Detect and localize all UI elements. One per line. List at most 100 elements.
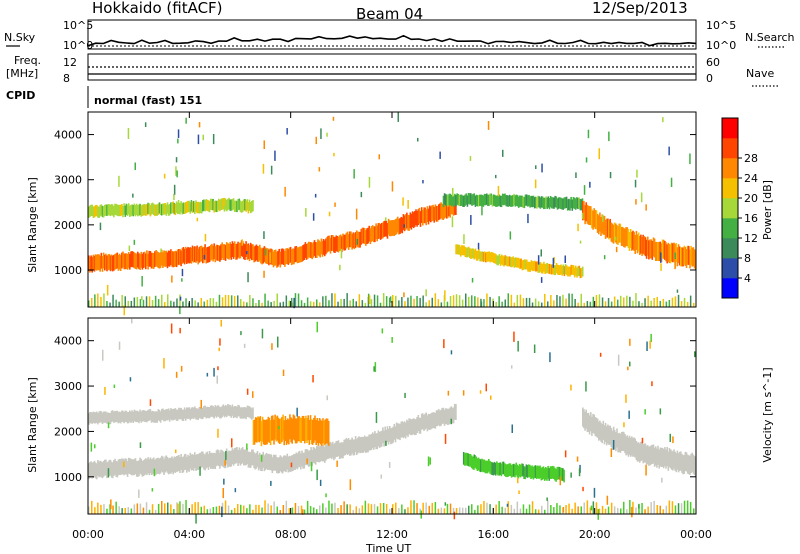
- echo-streak: [632, 437, 634, 457]
- echo-streak: [289, 414, 291, 440]
- echo-streak: [497, 195, 499, 207]
- scatter-speck: [141, 296, 143, 301]
- echo-streak: [312, 446, 315, 463]
- echo-streak: [246, 199, 249, 211]
- echo-streak: [107, 254, 109, 271]
- echo-streak: [365, 436, 367, 453]
- echo-streak: [206, 451, 209, 468]
- echo-streak: [100, 461, 103, 478]
- scatter-speck: [380, 474, 382, 479]
- echo-streak: [334, 442, 336, 459]
- scatter-speck: [224, 460, 226, 466]
- echo-streak: [633, 437, 635, 457]
- echo-streak: [488, 459, 490, 472]
- scatter-speck: [107, 468, 110, 478]
- echo-streak: [216, 200, 219, 212]
- scatter-speck: [131, 318, 133, 324]
- scatter-speck: [552, 257, 555, 268]
- echo-streak: [141, 204, 144, 216]
- near-range-clutter: [151, 300, 154, 307]
- echo-streak: [239, 407, 242, 419]
- near-range-clutter: [413, 298, 415, 307]
- scatter-speck: [160, 248, 162, 253]
- echo-streak: [442, 204, 445, 220]
- echo-streak: [420, 413, 423, 430]
- near-range-clutter: [544, 293, 546, 307]
- echo-streak: [147, 202, 149, 214]
- echo-streak: [673, 242, 675, 262]
- echo-streak: [308, 241, 310, 258]
- echo-streak: [114, 410, 116, 423]
- echo-streak: [141, 410, 144, 422]
- near-range-clutter: [586, 301, 589, 307]
- echo-streak: [316, 445, 318, 462]
- echo-streak: [415, 209, 417, 226]
- echo-streak: [149, 408, 152, 421]
- echo-streak: [382, 222, 384, 239]
- echo-streak: [483, 459, 486, 473]
- echo-streak: [287, 456, 290, 473]
- echo-streak: [567, 266, 569, 277]
- echo-streak: [271, 249, 274, 266]
- scatter-speck: [176, 170, 178, 178]
- echo-streak: [530, 466, 532, 479]
- echo-streak: [207, 200, 210, 212]
- near-range-clutter: [191, 298, 193, 307]
- echo-streak: [190, 454, 193, 471]
- scatter-speck: [332, 116, 335, 121]
- echo-streak: [540, 467, 543, 481]
- echo-streak: [203, 406, 205, 418]
- nsky-line: [87, 34, 697, 47]
- echo-streak: [324, 447, 326, 463]
- echo-streak: [251, 449, 253, 466]
- near-range-clutter: [264, 500, 266, 514]
- echo-streak: [183, 407, 186, 419]
- echo-streak: [680, 247, 682, 267]
- echo-streak: [558, 467, 561, 480]
- echo-streak: [198, 202, 201, 214]
- scatter-speck: [577, 268, 580, 276]
- echo-streak: [107, 204, 109, 216]
- near-range-clutter: [659, 300, 661, 307]
- echo-streak: [449, 201, 451, 218]
- echo-streak: [133, 252, 136, 269]
- echo-streak: [244, 199, 246, 211]
- echo-streak: [481, 194, 483, 207]
- scatter-speck: [179, 305, 181, 315]
- x-tick-label: 08:00: [275, 528, 307, 541]
- echo-streak: [262, 451, 264, 468]
- echo-streak: [213, 407, 215, 419]
- echo-streak: [309, 415, 312, 441]
- echo-streak: [452, 200, 455, 216]
- scatter-speck: [127, 128, 130, 139]
- echo-streak: [229, 451, 231, 467]
- near-range-clutter: [161, 501, 163, 514]
- echo-streak: [516, 257, 519, 268]
- echo-streak: [418, 207, 421, 224]
- echo-streak: [165, 250, 168, 267]
- echo-streak: [130, 251, 132, 268]
- echo-streak: [200, 451, 203, 468]
- nsky-trace: [87, 34, 697, 47]
- echo-streak: [232, 449, 235, 466]
- echo-streak: [373, 433, 375, 450]
- echo-streak: [540, 263, 543, 274]
- near-range-clutter: [340, 299, 342, 307]
- near-range-clutter: [340, 505, 342, 514]
- echo-streak: [412, 418, 415, 435]
- echo-streak: [519, 464, 522, 478]
- echo-streak: [214, 405, 217, 417]
- echo-streak: [498, 463, 500, 476]
- echo-streak: [176, 409, 179, 421]
- echo-streak: [305, 415, 307, 441]
- echo-streak: [324, 240, 326, 257]
- echo-streak: [111, 410, 114, 422]
- echo-streak: [190, 247, 193, 264]
- echo-streak: [496, 255, 498, 266]
- echo-streak: [415, 419, 417, 435]
- near-range-clutter: [495, 504, 497, 514]
- echo-streak: [319, 445, 321, 462]
- echo-streak: [536, 197, 538, 209]
- echo-streak: [430, 206, 432, 223]
- echo-streak: [207, 407, 210, 419]
